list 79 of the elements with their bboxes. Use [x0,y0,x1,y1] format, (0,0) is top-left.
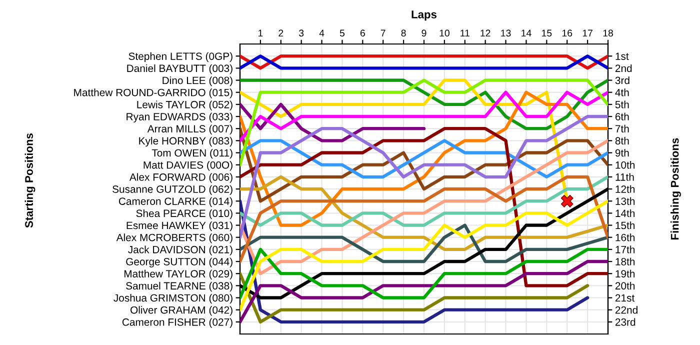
y2-tick-label: 16th [616,234,635,242]
line-series [240,260,608,324]
text: Starting Positions [24,133,36,228]
category-label: Stephen LETTS (0GP) [128,52,232,62]
x-tick-label: 16 [562,30,572,37]
category-label: Esmee HAWKEY (031) [126,221,232,232]
category-label: Matt DAVIES (00O) [144,161,232,171]
x-tick-label: 17 [582,30,592,36]
category-label: Arran MILLS (007) [147,124,232,135]
y2-axis-title: Finishing Positions [670,138,681,240]
category-label: Matthew ROUND-GARRIDO (015) [74,88,232,98]
y2-tick-label: 18th [616,258,635,266]
y2-tick-label: 12th [616,185,635,193]
x-tick-label: 9 [422,30,426,37]
line-series [240,248,608,300]
y2-tick-label: 4th [615,88,629,96]
y2-tick-label: 17th [616,246,635,254]
y2-tick-label: 3rd [615,76,630,84]
line-series [240,224,608,264]
x-axis-title: Laps [412,10,437,21]
category-label: Dino LEE (008) [162,76,232,86]
y2-tick-label: 23rd [615,318,636,326]
x-tick-label: 12 [480,30,490,36]
y2-tick-label: 13th [616,197,635,205]
y2-tick-label: 21st [615,294,635,302]
line-series [240,78,608,130]
category-label: Cameron CLARKE (014) [118,197,232,208]
x-tick-label: 1 [258,30,263,36]
x-tick-label: 2 [278,30,284,36]
y2-tick-label: 2nd [615,64,632,72]
category-label: Alex FORWARD (006) [129,173,232,183]
category-label: Alex MCROBERTS (060) [116,234,232,244]
y2-tick-label: 15th [616,221,635,230]
x-tick-label: 8 [401,30,406,37]
y2-tick-label: 8th [615,136,629,145]
category-label: Jack DAVIDSON (021) [128,246,232,256]
y2-tick-label: 6th [615,112,629,120]
category-label: Daniel BAYBUTT (003) [127,64,232,74]
x-tick-label: 10 [440,30,450,37]
line-series [240,90,608,142]
category-label: George SUTTON (044) [126,258,232,268]
y2-tick-label: 20th [615,282,635,290]
x-tick-label: 4 [319,30,324,36]
y2-tick-label: 1st [616,52,629,60]
x-tick-label: 5 [340,30,345,37]
line-series [240,139,608,276]
x-tick-label: 13 [501,30,511,37]
x-tick-label: 7 [380,30,386,36]
line-series [240,139,608,179]
category-label: Oliver GRAHAM (042) [130,306,232,316]
y2-tick-label: 10th [616,161,635,169]
x-tick-label: 14 [522,30,532,36]
category-label: Ryan EDWARDS (033) [126,112,232,122]
category-label: Lewis TAYLOR (052) [137,100,232,110]
y2-tick-label: 9th [615,148,629,157]
y2-tick-label: 11th [616,173,634,181]
category-label: Shea PEARCE (010) [136,209,232,220]
category-label: Kyle HORNBY (083) [139,136,232,147]
x-tick-label: 18 [603,30,613,37]
y2-tick-label: 14th [616,209,635,218]
x-tick-label: 6 [360,30,365,37]
category-label: Matthew TAYLOR (029) [124,270,232,280]
y2-tick-label: 7th [615,124,629,132]
x-tick-label: 11 [460,30,470,36]
line-series [240,78,608,166]
category-label: Joshua GRIMSTON (080) [114,294,232,304]
y2-tick-label: 5th [615,100,629,108]
line-series [240,126,608,288]
category-label: Susanne GUTZOLD (062) [112,185,232,195]
category-label: Samuel TEARNE (038) [126,282,232,292]
category-label: Cameron FISHER (027) [122,318,232,328]
x-tick-label: 3 [299,30,304,37]
line-series [240,175,608,227]
line-series [240,114,608,239]
category-label: Tom OWEN (011) [152,148,232,159]
y2-tick-label: 19th [616,270,635,278]
y2-tick-label: 22nd [615,306,638,314]
x-tick-label: 15 [542,30,552,37]
line-series [240,272,590,324]
